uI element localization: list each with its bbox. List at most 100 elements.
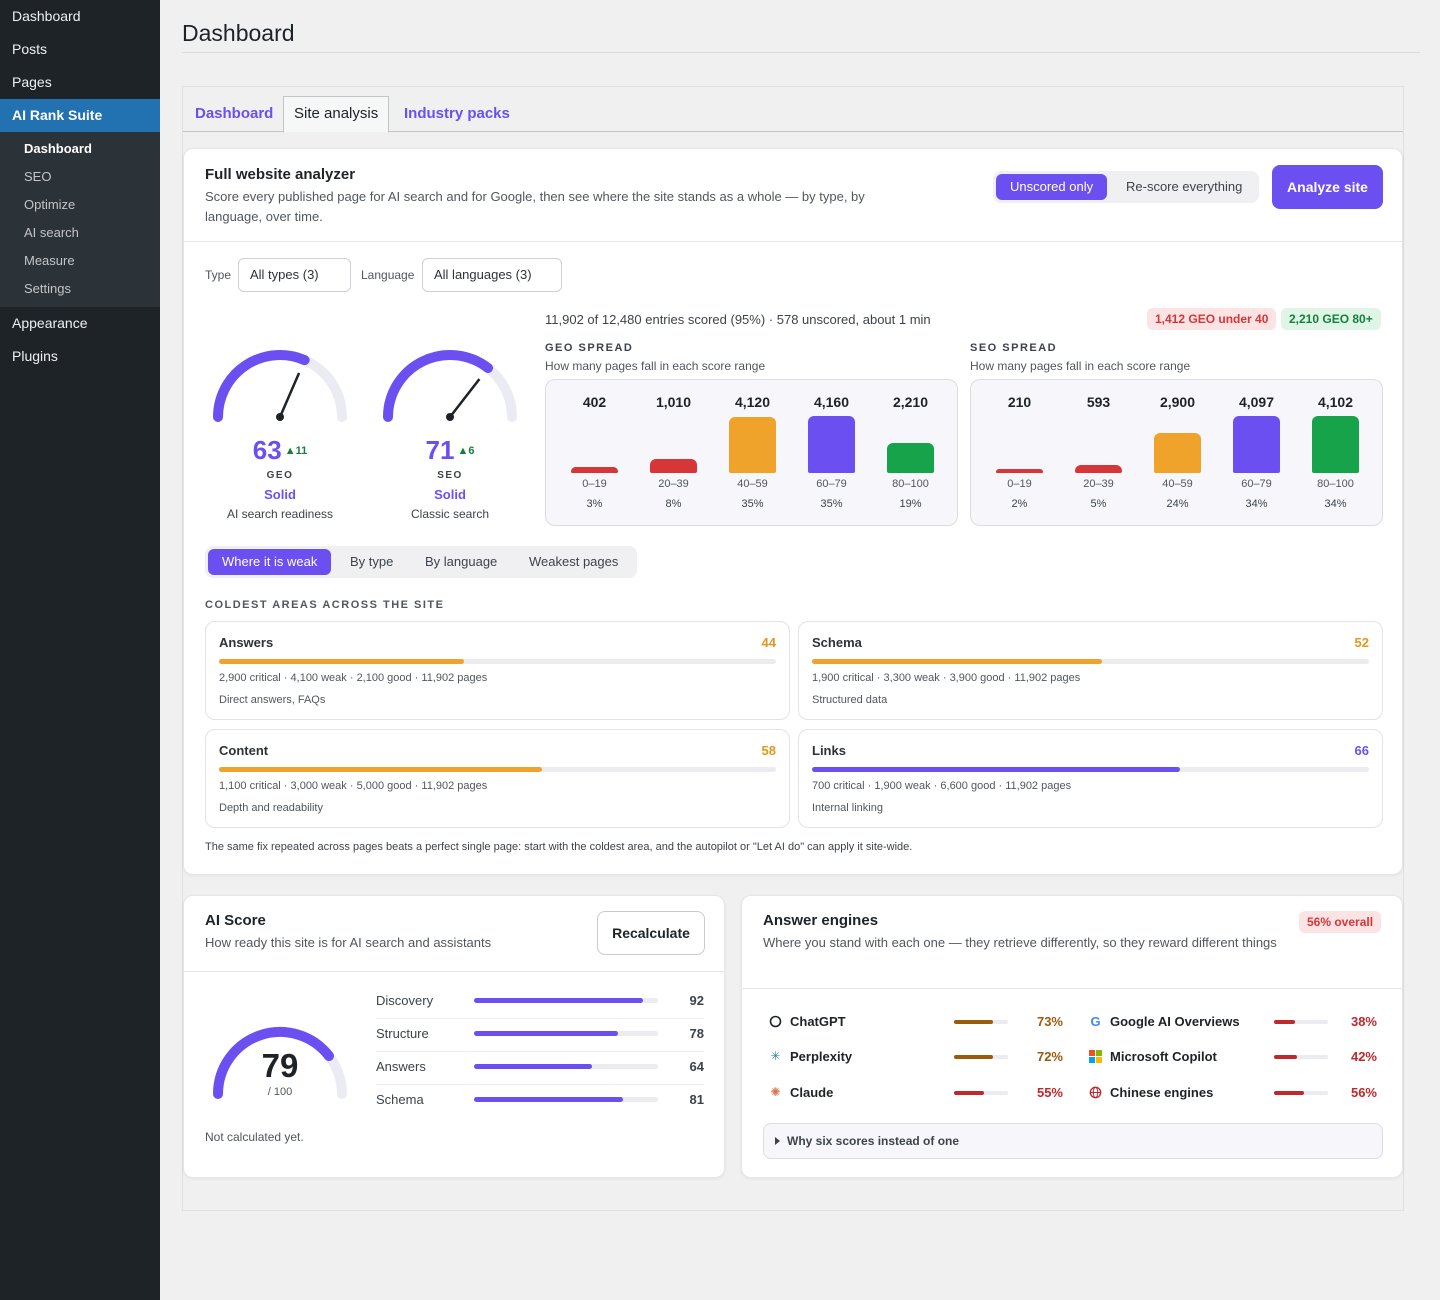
menu-posts[interactable]: Posts bbox=[12, 41, 48, 57]
menu-pages[interactable]: Pages bbox=[12, 74, 52, 90]
area-progress bbox=[812, 767, 1369, 772]
analyze-site-button[interactable]: Analyze site bbox=[1272, 165, 1383, 209]
view-by-language[interactable]: By language bbox=[425, 554, 498, 569]
engine-bar bbox=[954, 1091, 1008, 1095]
bucket-range: 0–19 bbox=[1007, 478, 1032, 490]
menu-ai-rank-suite[interactable]: AI Rank Suite bbox=[0, 99, 160, 132]
language-filter-label: Language bbox=[361, 268, 415, 282]
seo-subtitle: Classic search bbox=[410, 507, 490, 521]
engine-bar bbox=[954, 1055, 1008, 1059]
bucket-bar bbox=[1233, 416, 1280, 473]
ai-score-header: AI Score How ready this site is for AI s… bbox=[184, 896, 724, 972]
bucket-percent: 34% bbox=[1324, 498, 1347, 510]
submenu-optimize[interactable]: Optimize bbox=[24, 197, 76, 212]
nav-tabs: Dashboard Site analysis Industry packs bbox=[183, 96, 1403, 133]
engine-microsoft-copilot: Microsoft Copilot 42% bbox=[1083, 1047, 1377, 1067]
area-name: Links bbox=[812, 743, 846, 758]
why-six-scores-details[interactable]: Why six scores instead of one bbox=[763, 1123, 1383, 1159]
bucket-percent: 35% bbox=[820, 498, 843, 510]
submenu-settings[interactable]: Settings bbox=[24, 281, 71, 296]
bucket-bar bbox=[1312, 416, 1359, 473]
google-icon: G bbox=[1090, 1014, 1101, 1029]
submenu-measure[interactable]: Measure bbox=[24, 253, 75, 268]
area-score: 66 bbox=[1354, 743, 1369, 758]
area-card-links[interactable]: Links 66 700 critical · 1,900 weak · 6,6… bbox=[798, 729, 1383, 828]
view-weakest-pages[interactable]: Weakest pages bbox=[529, 554, 619, 569]
seo-bucket-0: 210 0–19 2% bbox=[980, 380, 1059, 525]
area-stats: 2,900 critical · 4,100 weak · 2,100 good… bbox=[219, 672, 488, 684]
ai-score-dial bbox=[213, 1027, 347, 1099]
breakdown-bar bbox=[474, 1031, 658, 1036]
bucket-percent: 24% bbox=[1166, 498, 1189, 510]
submenu-seo[interactable]: SEO bbox=[24, 169, 52, 184]
geo-delta: ▲11 bbox=[284, 445, 308, 457]
area-progress bbox=[812, 659, 1369, 664]
seo-bucket-3: 4,097 60–79 34% bbox=[1217, 380, 1296, 525]
area-card-schema[interactable]: Schema 52 1,900 critical · 3,300 weak · … bbox=[798, 621, 1383, 720]
unscored-only-button[interactable]: Unscored only bbox=[996, 174, 1108, 200]
breakdown-bar bbox=[474, 1097, 658, 1102]
engine-pct: 72% bbox=[1036, 1049, 1063, 1064]
engine-perplexity: ✳ Perplexity 72% bbox=[763, 1047, 1063, 1067]
geo-bucket-2: 4,120 40–59 35% bbox=[713, 380, 792, 525]
area-note: Direct answers, FAQs bbox=[219, 694, 326, 706]
language-filter-select[interactable]: All languages (3) bbox=[422, 258, 562, 292]
area-card-answers[interactable]: Answers 44 2,900 critical · 4,100 weak ·… bbox=[205, 621, 790, 720]
website-analyzer-card: Full website analyzer Score every publis… bbox=[183, 148, 1403, 875]
bucket-count: 593 bbox=[1086, 394, 1111, 410]
bucket-percent: 8% bbox=[665, 498, 682, 510]
breakdown-bar bbox=[474, 998, 658, 1003]
analyzer-description: Score every published page for AI search… bbox=[205, 189, 865, 224]
breakdown-value: 64 bbox=[689, 1059, 704, 1074]
bucket-bar bbox=[1154, 433, 1201, 473]
bucket-bar bbox=[808, 416, 855, 473]
details-summary: Why six scores instead of one bbox=[787, 1134, 960, 1148]
view-where-weak[interactable]: Where it is weak bbox=[208, 549, 332, 575]
bucket-range: 60–79 bbox=[1241, 478, 1272, 490]
tab-industry-packs[interactable]: Industry packs bbox=[404, 105, 510, 122]
view-by-type[interactable]: By type bbox=[350, 554, 394, 569]
engine-pct: 42% bbox=[1350, 1049, 1377, 1064]
engine-name: Perplexity bbox=[790, 1049, 853, 1064]
geo-spread-title: GEO SPREAD bbox=[545, 342, 634, 354]
area-card-content[interactable]: Content 58 1,100 critical · 3,000 weak ·… bbox=[205, 729, 790, 828]
breakdown-label: Answers bbox=[376, 1059, 426, 1074]
rescore-everything-button[interactable]: Re-score everything bbox=[1126, 179, 1243, 194]
breakdown-value: 78 bbox=[689, 1026, 704, 1041]
geo-gauge-dial bbox=[213, 350, 347, 422]
geo-spread-subtitle: How many pages fall in each score range bbox=[545, 359, 766, 373]
analyzer-title: Full website analyzer bbox=[205, 166, 356, 183]
tab-dashboard[interactable]: Dashboard bbox=[195, 105, 274, 122]
type-filter-select[interactable]: All types (3) bbox=[238, 258, 351, 292]
submenu-ai-search[interactable]: AI search bbox=[24, 225, 79, 240]
menu-appearance[interactable]: Appearance bbox=[12, 315, 88, 331]
seo-spread-title: SEO SPREAD bbox=[970, 342, 1058, 354]
bucket-range: 80–100 bbox=[892, 478, 929, 490]
menu-plugins[interactable]: Plugins bbox=[12, 348, 58, 364]
seo-spread-subtitle: How many pages fall in each score range bbox=[970, 359, 1191, 373]
area-score: 52 bbox=[1354, 635, 1369, 650]
area-progress bbox=[219, 767, 776, 772]
engine-name: Google AI Overviews bbox=[1110, 1014, 1240, 1029]
seo-gauge: 71 ▲6 SEO Solid Classic search bbox=[365, 335, 535, 535]
breakdown-row-discovery: Discovery 92 bbox=[376, 986, 704, 1019]
seo-bucket-4: 4,102 80–100 34% bbox=[1296, 380, 1375, 525]
coldest-areas-title: COLDEST AREAS ACROSS THE SITE bbox=[205, 599, 445, 611]
tab-site-analysis[interactable]: Site analysis bbox=[283, 96, 390, 133]
submenu-dashboard[interactable]: Dashboard bbox=[24, 141, 92, 156]
breakdown-bar bbox=[474, 1064, 658, 1069]
area-note: Structured data bbox=[812, 694, 888, 706]
bucket-bar bbox=[996, 469, 1043, 473]
recalculate-button[interactable]: Recalculate bbox=[597, 911, 705, 955]
engine-name: Chinese engines bbox=[1110, 1085, 1214, 1100]
area-score: 44 bbox=[761, 635, 776, 650]
bucket-count: 402 bbox=[582, 394, 607, 410]
menu-dashboard[interactable]: Dashboard bbox=[12, 8, 81, 24]
globe-icon bbox=[1089, 1086, 1102, 1099]
engine-pct: 38% bbox=[1350, 1014, 1377, 1029]
area-name: Schema bbox=[812, 635, 862, 650]
bucket-range: 0–19 bbox=[582, 478, 607, 490]
bucket-range: 60–79 bbox=[816, 478, 847, 490]
geo-spread-chart: 402 0–19 3% 1,010 20–39 8% 4,120 40–59 35% 4,160 6… bbox=[545, 379, 958, 526]
bucket-count: 4,097 bbox=[1238, 394, 1275, 410]
